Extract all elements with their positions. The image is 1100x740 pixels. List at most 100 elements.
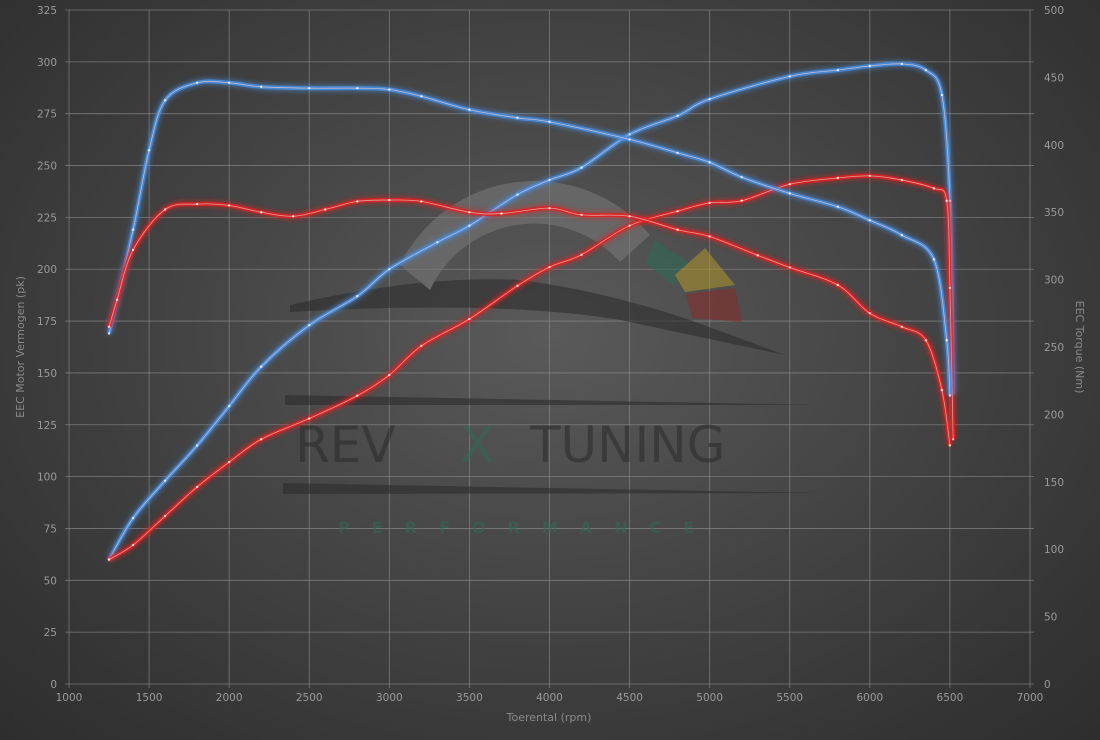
data-point — [420, 95, 423, 98]
data-point — [308, 86, 311, 90]
data-point — [836, 283, 839, 287]
watermark-logo: REV X TUNING PERFORMANCE — [283, 180, 820, 537]
y2-tick-label: 450 — [1044, 72, 1064, 84]
x-tick-label: 6000 — [856, 692, 883, 704]
series-power-red — [107, 173, 956, 562]
series-line — [107, 79, 952, 396]
series-line-highlight — [108, 63, 954, 560]
y-tick-label: 175 — [37, 316, 57, 328]
data-point — [308, 324, 311, 327]
y-tick-label: 75 — [44, 523, 57, 535]
data-point — [788, 192, 791, 195]
data-point — [388, 88, 391, 91]
data-point — [948, 444, 952, 447]
data-point — [195, 81, 199, 84]
data-point — [940, 388, 944, 392]
data-point — [836, 68, 839, 72]
y-tick-label: 150 — [37, 368, 57, 380]
data-point — [260, 85, 263, 89]
data-point — [195, 202, 199, 206]
data-point — [107, 325, 111, 328]
data-point — [676, 209, 679, 213]
data-point — [163, 208, 167, 211]
logo-gauge-red — [686, 288, 742, 322]
data-point — [420, 200, 423, 203]
logo-text-performance: PERFORMANCE — [338, 518, 716, 537]
x-tick-label: 1500 — [136, 692, 163, 704]
series-line — [107, 61, 956, 561]
data-point — [708, 97, 711, 101]
y-tick-label: 50 — [44, 575, 57, 587]
series-line — [108, 173, 956, 562]
y-tick-label: 325 — [37, 5, 57, 17]
series-torque-blue — [107, 79, 952, 397]
data-point — [580, 253, 583, 256]
data-point — [900, 62, 904, 66]
data-point — [468, 211, 471, 214]
data-point — [940, 93, 944, 97]
data-point — [468, 108, 471, 111]
data-point — [356, 200, 359, 203]
x-tick-label: 1000 — [56, 692, 83, 704]
data-point — [740, 199, 743, 202]
logo-text-rev: REV — [295, 416, 396, 474]
data-point — [628, 215, 631, 218]
data-point — [163, 479, 167, 482]
data-point — [548, 120, 551, 124]
y2-tick-label: 350 — [1044, 207, 1064, 219]
data-point — [868, 64, 872, 68]
data-point — [420, 344, 423, 348]
data-point — [388, 268, 391, 271]
data-point — [163, 99, 167, 102]
series-line-highlight — [108, 80, 951, 396]
data-point — [788, 266, 791, 269]
data-point — [356, 394, 359, 397]
data-point — [516, 116, 519, 120]
x-tick-label: 6500 — [937, 692, 964, 704]
data-point — [131, 248, 135, 252]
data-point — [356, 294, 359, 298]
y-tick-label: 275 — [37, 109, 57, 121]
data-point — [131, 543, 135, 547]
data-point — [932, 258, 936, 261]
logo-gauge-yellow — [675, 248, 735, 292]
data-point — [740, 175, 743, 179]
data-point — [924, 339, 928, 342]
data-point — [308, 417, 311, 420]
data-point — [788, 183, 791, 186]
y2-tick-label: 200 — [1044, 409, 1064, 421]
data-point — [708, 161, 711, 164]
data-point — [900, 325, 904, 328]
data-point — [676, 114, 679, 117]
series-line — [107, 197, 952, 446]
y-tick-label: 300 — [37, 57, 57, 69]
y2-tick-label: 150 — [1044, 477, 1064, 489]
y-axis-title: EEC Motor Vermogen (pk) — [14, 276, 27, 418]
data-point — [580, 213, 583, 217]
data-point — [292, 215, 295, 218]
y2-tick-label: 500 — [1044, 5, 1064, 17]
y-tick-label: 250 — [37, 161, 57, 173]
x-tick-label: 5500 — [776, 692, 803, 704]
data-point — [836, 205, 839, 209]
series-torque-red — [107, 197, 952, 447]
data-point — [628, 138, 631, 141]
data-point — [227, 460, 231, 464]
data-point — [548, 206, 551, 210]
y2-tick-label: 50 — [1044, 612, 1057, 624]
y2-tick-label: 250 — [1044, 342, 1064, 354]
data-point — [324, 208, 327, 211]
y2-axis-title: EEC Torque (Nm) — [1073, 301, 1086, 394]
data-point — [708, 201, 711, 205]
data-point — [945, 199, 948, 202]
data-point — [948, 286, 952, 290]
data-point — [388, 373, 391, 377]
data-point — [900, 233, 904, 237]
data-point — [227, 204, 231, 207]
data-point — [147, 148, 151, 152]
series-line-highlight — [108, 199, 951, 446]
data-point — [628, 133, 631, 136]
data-point — [131, 228, 135, 231]
data-point — [115, 298, 119, 302]
